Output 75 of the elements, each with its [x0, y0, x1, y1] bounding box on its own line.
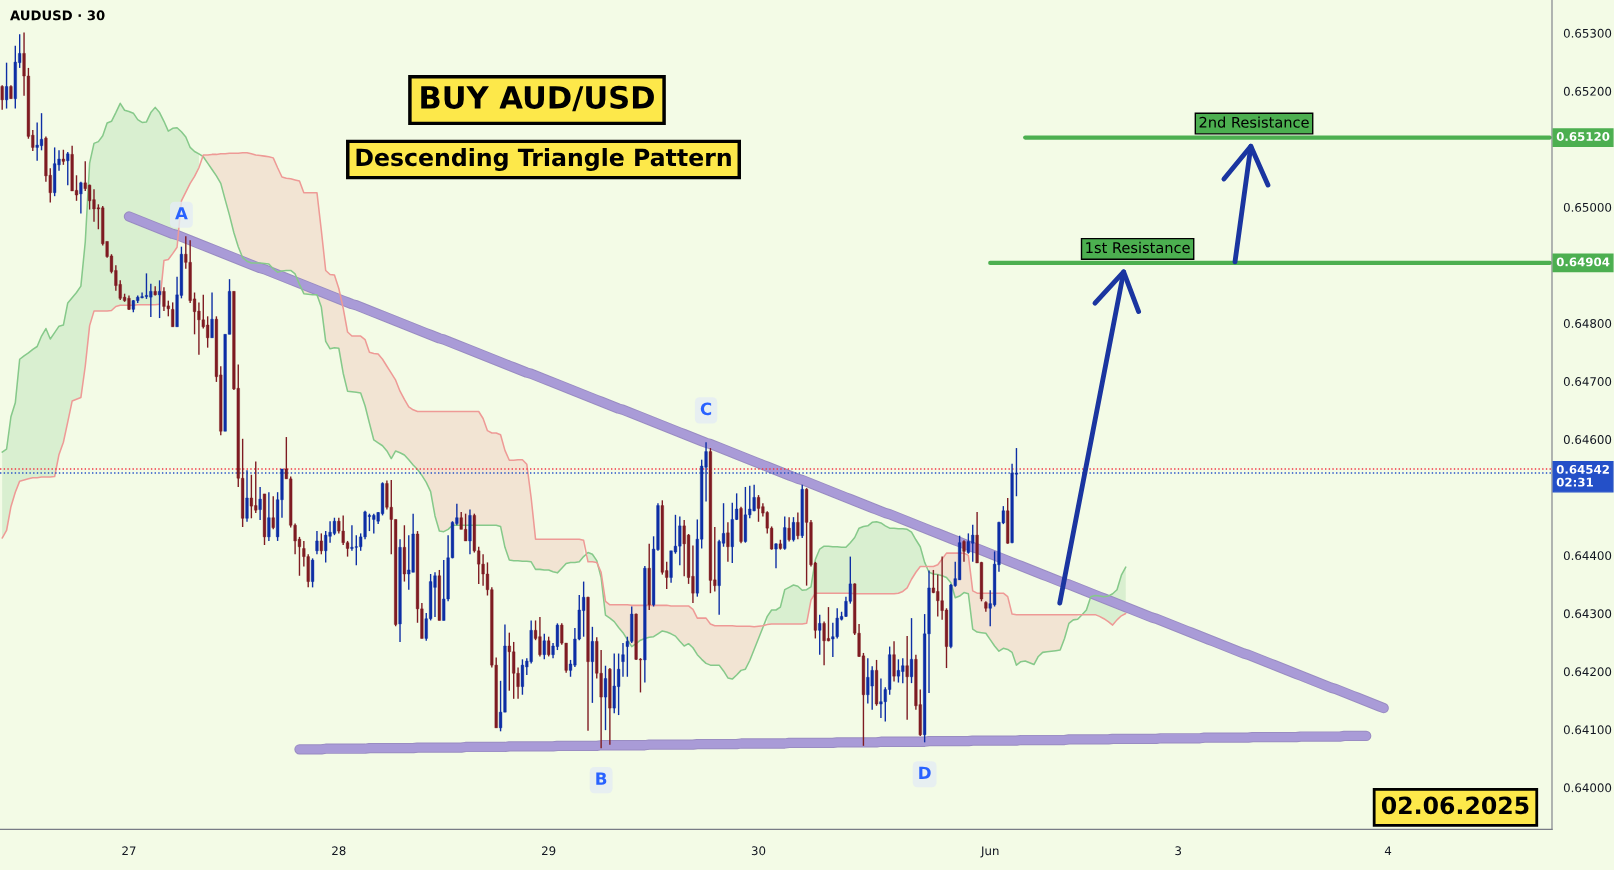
candlestick [158, 279, 162, 319]
annotation: A [175, 207, 188, 220]
candlestick [311, 557, 315, 589]
candlestick [92, 188, 96, 223]
candlestick [774, 542, 778, 569]
candlestick [258, 486, 262, 521]
y-tick-label: 0.65200 [1563, 86, 1612, 96]
data-label: 0.64904 [1556, 257, 1610, 267]
y-tick-label: 0.64100 [1563, 725, 1612, 735]
candlestick [547, 636, 551, 658]
candlestick [590, 626, 594, 704]
candlestick [826, 606, 831, 643]
candlestick [783, 515, 787, 551]
candlestick [171, 301, 175, 328]
y-tick-label: 0.65300 [1563, 28, 1612, 38]
candlestick [0, 84, 4, 111]
y-tick-label: 0.64400 [1563, 551, 1612, 561]
candlestick [905, 635, 909, 721]
y-tick-label: 0.64800 [1563, 319, 1612, 328]
candlestick [433, 571, 437, 618]
annotation: 1st Resistance [1086, 241, 1190, 254]
ref-line-label: 0.64542 02:31 [1556, 464, 1609, 487]
candlestick [538, 616, 542, 658]
y-tick-label: 0.64200 [1563, 667, 1612, 677]
x-tick-label: Jun [980, 846, 999, 858]
candlestick [4, 61, 9, 110]
candlestick [879, 677, 883, 719]
candlestick [796, 511, 800, 540]
y-tick-label: 0.64000 [1563, 783, 1612, 793]
candlestick [350, 524, 354, 552]
candlestick [407, 534, 411, 591]
candlestick [818, 613, 822, 656]
candlestick [79, 180, 83, 215]
x-tick-label: 3 [1175, 846, 1182, 856]
text: BUY AUD/USD [421, 85, 654, 112]
candlestick [39, 112, 44, 152]
candlestick [271, 495, 275, 531]
candlestick [197, 301, 201, 356]
candlestick [66, 151, 70, 186]
candlestick [267, 491, 271, 542]
candlestick [542, 633, 546, 661]
candlestick [909, 617, 914, 684]
annotation: 2nd Resistance [1199, 116, 1309, 128]
candlestick [144, 272, 149, 300]
x-tick-label: 30 [751, 846, 766, 856]
y-tick-label: 0.65000 [1563, 202, 1612, 212]
candlestick [603, 665, 608, 731]
candlestick [319, 532, 323, 555]
annotation: 02.06.2025 [1381, 796, 1529, 815]
x-tick-label: 4 [1384, 846, 1392, 856]
y-tick-label: 0.64700 [1563, 377, 1612, 386]
annotation: D [919, 766, 931, 779]
candlestick [787, 516, 791, 543]
candlestick [210, 291, 214, 339]
x-tick-label: 29 [542, 846, 556, 856]
candlestick [822, 620, 826, 666]
candlestick [726, 521, 730, 563]
y-tick-label: 0.64300 [1563, 609, 1612, 619]
candlestick [162, 286, 166, 312]
data-label: 0.65120 [1556, 132, 1610, 141]
annotation: AUDUSD · 30 [10, 10, 105, 21]
annotation: C [700, 402, 712, 416]
annotation: B [596, 772, 607, 785]
x-tick-label: 28 [332, 846, 346, 856]
candlestick [315, 530, 319, 555]
candlestick [752, 483, 756, 513]
candlestick [791, 516, 796, 543]
x-tick-label: 27 [122, 846, 136, 856]
candlestick [756, 494, 761, 523]
candlestick [481, 553, 485, 587]
text: Descending Triangle Pattern [356, 147, 731, 172]
candlestick [962, 539, 966, 563]
y-tick-label: 0.64600 [1563, 435, 1612, 445]
candlestick [245, 469, 249, 523]
candlestick [892, 640, 896, 683]
